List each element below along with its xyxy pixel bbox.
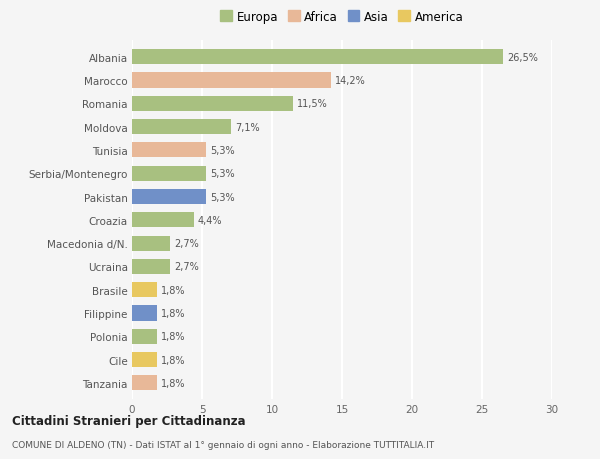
Text: 14,2%: 14,2% [335,76,366,86]
Bar [132,329,157,344]
Bar [132,213,194,228]
Text: 11,5%: 11,5% [297,99,328,109]
Bar [132,259,170,274]
Text: COMUNE DI ALDENO (TN) - Dati ISTAT al 1° gennaio di ogni anno - Elaborazione TUT: COMUNE DI ALDENO (TN) - Dati ISTAT al 1°… [12,441,434,449]
Text: 1,8%: 1,8% [161,285,186,295]
Text: 2,7%: 2,7% [174,239,199,249]
Text: 5,3%: 5,3% [211,146,235,156]
Text: 1,8%: 1,8% [161,355,186,365]
Bar [132,236,170,251]
Text: 7,1%: 7,1% [236,123,260,132]
Text: 26,5%: 26,5% [507,53,538,62]
Bar [132,190,206,205]
Bar [132,282,157,297]
Bar [132,352,157,367]
Bar [132,50,503,65]
Text: 1,8%: 1,8% [161,308,186,318]
Text: 4,4%: 4,4% [198,215,223,225]
Bar [132,120,232,135]
Text: 1,8%: 1,8% [161,378,186,388]
Bar [132,73,331,89]
Bar [132,166,206,181]
Bar [132,306,157,321]
Text: Cittadini Stranieri per Cittadinanza: Cittadini Stranieri per Cittadinanza [12,414,245,428]
Legend: Europa, Africa, Asia, America: Europa, Africa, Asia, America [220,11,464,23]
Text: 5,3%: 5,3% [211,192,235,202]
Text: 1,8%: 1,8% [161,331,186,341]
Bar [132,96,293,112]
Bar [132,143,206,158]
Text: 5,3%: 5,3% [211,169,235,179]
Text: 2,7%: 2,7% [174,262,199,272]
Bar [132,375,157,391]
